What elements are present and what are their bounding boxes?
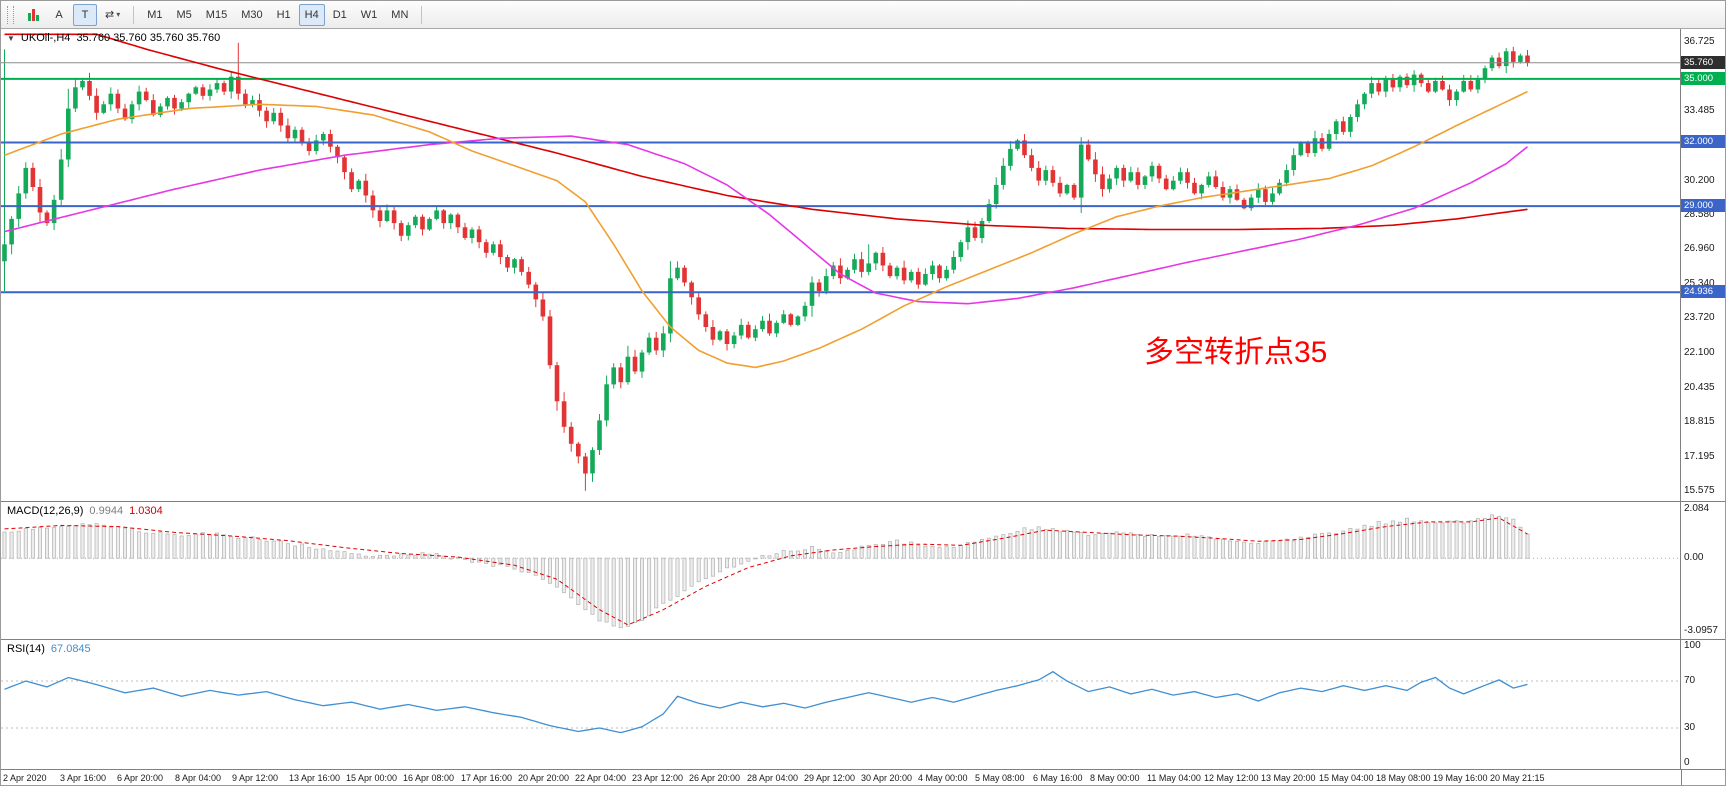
price-badge: 32.000 — [1681, 135, 1725, 148]
time-label: 9 Apr 12:00 — [232, 773, 279, 783]
price-tick: 18.815 — [1684, 416, 1715, 427]
time-axis[interactable]: 2 Apr 2020 3 Apr 16:00 6 Apr 20:00 8 Apr 04… — [1, 769, 1725, 785]
price-tick: 26.960 — [1684, 243, 1715, 254]
rsi-value: 67.0845 — [50, 643, 91, 655]
time-label: 15 May 04:00 — [1319, 773, 1374, 783]
time-label: 26 Apr 20:00 — [689, 773, 741, 783]
rsi-tick: 70 — [1684, 675, 1696, 686]
price-tick: 30.200 — [1684, 175, 1715, 186]
rsi-tick: 30 — [1684, 722, 1696, 733]
price-tick: 28.580 — [1684, 209, 1715, 220]
rsi-panel: RSI(14) 67.0845 100 70 30 0 — [1, 639, 1725, 769]
macd-chart[interactable] — [1, 502, 1683, 639]
timeframe-button-D1[interactable]: D1 — [327, 4, 353, 26]
price-tick: 25.340 — [1684, 278, 1715, 289]
price-badge: 35.000 — [1681, 72, 1725, 85]
time-label: 8 May 00:00 — [1090, 773, 1140, 783]
time-label: 4 May 00:00 — [918, 773, 968, 783]
time-label: 6 Apr 20:00 — [117, 773, 164, 783]
price-badge: 24.936 — [1681, 285, 1725, 298]
macd-scale[interactable]: 2.084 0.00 -3.0957 — [1680, 502, 1725, 639]
timeframe-button-H1[interactable]: H1 — [271, 4, 297, 26]
time-label: 2 Apr 2020 — [3, 773, 47, 783]
price-tick: 23.720 — [1684, 312, 1715, 323]
ohlc-values: 35.760 35.760 35.760 35.760 — [76, 32, 221, 44]
chart-header: ▼ UKOil-,H4 35.760 35.760 35.760 35.760 — [7, 32, 220, 44]
rsi-scale[interactable]: 100 70 30 0 — [1680, 640, 1725, 769]
price-badge: 29.000 — [1681, 199, 1725, 212]
time-label: 12 May 12:00 — [1204, 773, 1259, 783]
time-label: 28 Apr 04:00 — [747, 773, 799, 783]
time-label: 8 Apr 04:00 — [175, 773, 222, 783]
rsi-chart[interactable] — [1, 640, 1683, 769]
price-tick: 20.435 — [1684, 382, 1715, 393]
toolbar-separator — [421, 5, 423, 24]
time-label: 22 Apr 04:00 — [575, 773, 627, 783]
time-label: 29 Apr 12:00 — [804, 773, 856, 783]
macd-signal-value: 1.0304 — [129, 505, 163, 517]
text-tool-button[interactable]: T — [73, 3, 97, 26]
macd-header: MACD(12,26,9) 0.9944 1.0304 — [7, 505, 163, 517]
rsi-tick: 100 — [1684, 640, 1701, 651]
price-tick: 22.100 — [1684, 347, 1715, 358]
time-label: 6 May 16:00 — [1033, 773, 1083, 783]
macd-label: MACD(12,26,9) — [7, 505, 84, 517]
time-axis-corner — [1681, 770, 1725, 785]
timeframe-button-H4[interactable]: H4 — [298, 3, 325, 26]
bar-chart-icon-button[interactable] — [21, 4, 45, 26]
symbol-label: UKOil-,H4 — [20, 32, 71, 44]
time-label: 20 Apr 20:00 — [518, 773, 570, 783]
timeframe-button-M5[interactable]: M5 — [171, 4, 198, 26]
price-tick: 33.485 — [1684, 105, 1715, 116]
time-label: 16 Apr 08:00 — [403, 773, 455, 783]
time-label: 17 Apr 16:00 — [461, 773, 513, 783]
candlestick-chart[interactable] — [1, 29, 1683, 501]
price-tick: 36.725 — [1684, 36, 1715, 47]
main-chart-panel: ▼ UKOil-,H4 35.760 35.760 35.760 35.760 … — [1, 29, 1725, 501]
timeframe-button-W1[interactable]: W1 — [355, 4, 384, 26]
time-label: 13 Apr 16:00 — [289, 773, 341, 783]
time-label: 19 May 16:00 — [1433, 773, 1488, 783]
price-scale[interactable]: 36.725 33.485 30.200 28.580 26.960 25.340 23.7… — [1680, 29, 1725, 501]
timeframe-button-M1[interactable]: M1 — [141, 4, 168, 26]
toolbar-grip[interactable] — [7, 5, 14, 24]
price-badge: 35.760 — [1681, 56, 1725, 69]
toolbar-separator — [133, 5, 135, 24]
bar-chart-icon — [27, 8, 39, 21]
time-label: 11 May 04:00 — [1147, 773, 1201, 783]
price-tick: 17.195 — [1684, 451, 1715, 462]
time-label: 30 Apr 20:00 — [861, 773, 913, 783]
time-label: 15 Apr 00:00 — [346, 773, 398, 783]
macd-main-value: 0.9944 — [89, 505, 124, 517]
price-tick: 15.575 — [1684, 485, 1715, 496]
macd-tick: 0.00 — [1684, 552, 1704, 563]
time-label: 3 Apr 16:00 — [60, 773, 107, 783]
time-label: 23 Apr 12:00 — [632, 773, 684, 783]
time-label: 20 May 21:15 — [1490, 773, 1545, 783]
timeframe-button-MN[interactable]: MN — [385, 4, 414, 26]
rsi-tick: 0 — [1684, 757, 1690, 768]
rsi-label: RSI(14) — [7, 643, 45, 655]
toolbar: A T ⇄ ▾ M1 M5 M15 M30 H1 H4 D1 W1 MN — [1, 1, 1725, 29]
cycle-button[interactable]: ⇄ ▾ — [99, 4, 126, 26]
collapse-icon[interactable]: ▼ — [7, 34, 15, 43]
annotate-a-button[interactable]: A — [47, 4, 71, 26]
time-label: 13 May 20:00 — [1261, 773, 1316, 783]
macd-panel: MACD(12,26,9) 0.9944 1.0304 2.084 0.00 -3.… — [1, 501, 1725, 639]
macd-tick: 2.084 — [1684, 503, 1710, 514]
chart-annotation[interactable]: 多空转折点35 — [1144, 336, 1328, 369]
time-label: 18 May 08:00 — [1376, 773, 1431, 783]
timeframe-button-M15[interactable]: M15 — [200, 4, 233, 26]
timeframe-button-M30[interactable]: M30 — [235, 4, 268, 26]
cycle-icon: ⇄ — [105, 9, 115, 21]
macd-tick: -3.0957 — [1684, 625, 1718, 636]
chevron-down-icon: ▾ — [116, 10, 121, 19]
rsi-header: RSI(14) 67.0845 — [7, 643, 91, 655]
time-label: 5 May 08:00 — [975, 773, 1025, 783]
